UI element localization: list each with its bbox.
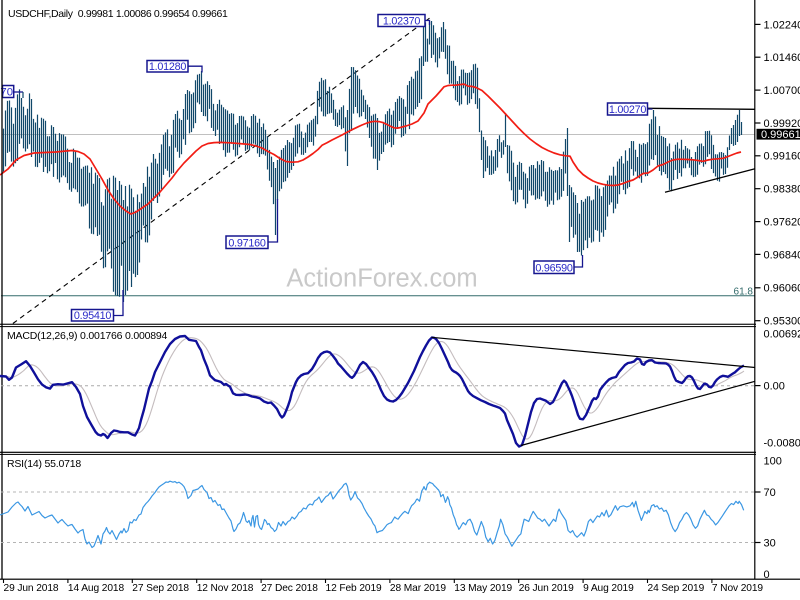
svg-text:0.99920: 0.99920 [764, 118, 800, 130]
svg-text:0.006927: 0.006927 [764, 329, 800, 341]
svg-text:61.8: 61.8 [734, 287, 754, 298]
svg-text:70: 70 [0, 87, 13, 99]
svg-text:0.97160: 0.97160 [228, 238, 266, 250]
svg-text:0.96840: 0.96840 [764, 249, 800, 261]
svg-text:1.00700: 1.00700 [764, 85, 800, 97]
svg-text:1.01460: 1.01460 [764, 52, 800, 64]
svg-text:27 Sep 2018: 27 Sep 2018 [132, 583, 189, 594]
svg-text:0.96060: 0.96060 [764, 283, 800, 295]
svg-text:0.96590: 0.96590 [535, 263, 573, 275]
svg-text:70: 70 [764, 487, 776, 499]
svg-text:13 May 2019: 13 May 2019 [454, 583, 512, 594]
svg-text:12 Nov 2018: 12 Nov 2018 [197, 583, 254, 594]
svg-text:1.02370: 1.02370 [383, 16, 421, 28]
svg-text:29 Jun 2018: 29 Jun 2018 [4, 583, 59, 594]
svg-text:0.00: 0.00 [764, 381, 785, 393]
svg-text:24 Sep 2019: 24 Sep 2019 [648, 583, 705, 594]
svg-text:28 Mar 2019: 28 Mar 2019 [390, 583, 447, 594]
svg-text:0.99661: 0.99661 [761, 129, 800, 141]
svg-text:0.97620: 0.97620 [764, 217, 800, 229]
svg-text:RSI(14) 55.0718: RSI(14) 55.0718 [7, 458, 81, 470]
svg-text:30: 30 [764, 537, 776, 549]
svg-text:14 Aug 2018: 14 Aug 2018 [68, 583, 125, 594]
svg-text:-0.008049: -0.008049 [764, 437, 800, 449]
svg-text:1.00270: 1.00270 [609, 104, 647, 116]
svg-text:USDCHF,Daily 0.99981 1.00086: USDCHF,Daily 0.99981 1.00086 0.99654 0.9… [8, 8, 228, 20]
svg-text:7 Nov 2019: 7 Nov 2019 [712, 583, 764, 594]
svg-text:MACD(12,26,9) 0.001766 0.00089: MACD(12,26,9) 0.001766 0.000894 [7, 330, 168, 342]
svg-text:1.01280: 1.01280 [149, 61, 187, 73]
svg-text:ActionForex.com: ActionForex.com [286, 265, 477, 293]
svg-text:0: 0 [764, 569, 770, 581]
svg-text:26 Jun 2019: 26 Jun 2019 [519, 583, 574, 594]
svg-text:0.95410: 0.95410 [74, 310, 112, 322]
svg-text:100: 100 [764, 456, 782, 468]
svg-text:1.02240: 1.02240 [764, 19, 800, 31]
svg-text:0.95300: 0.95300 [764, 316, 800, 328]
svg-text:12 Feb 2019: 12 Feb 2019 [326, 583, 383, 594]
svg-text:0.98380: 0.98380 [764, 184, 800, 196]
svg-text:9 Aug 2019: 9 Aug 2019 [583, 583, 634, 594]
svg-text:27 Dec 2018: 27 Dec 2018 [261, 583, 318, 594]
svg-text:0.99160: 0.99160 [764, 151, 800, 163]
